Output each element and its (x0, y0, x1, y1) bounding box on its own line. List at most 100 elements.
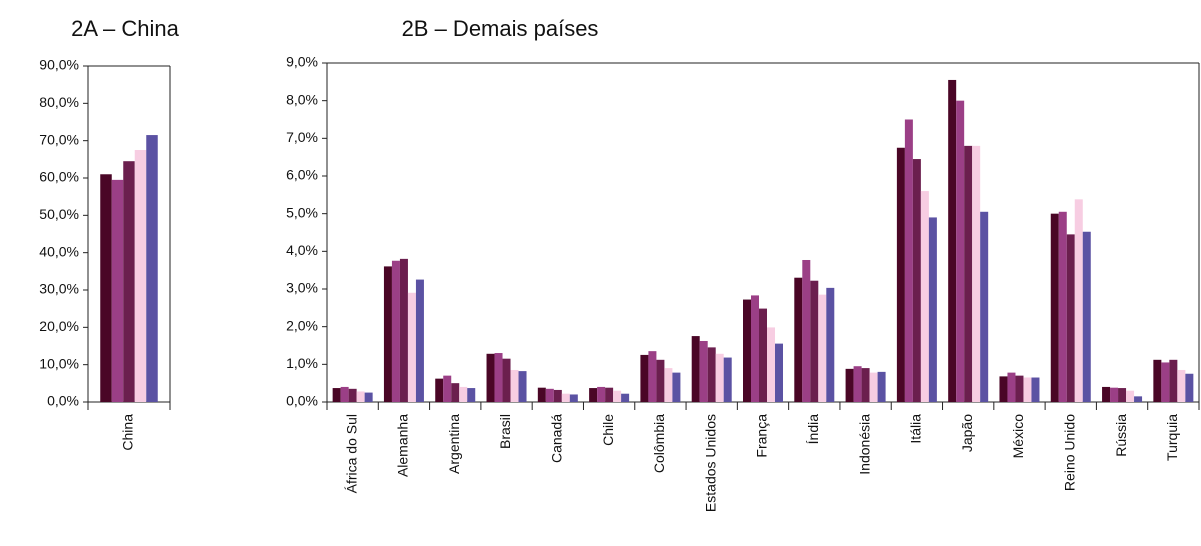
bar (332, 388, 341, 402)
bar (826, 287, 835, 402)
bar (545, 388, 554, 402)
bar (1110, 387, 1119, 402)
bar (794, 277, 803, 402)
bar (146, 135, 158, 403)
x-tick-label: Turquia (1164, 414, 1180, 461)
bar (877, 371, 886, 402)
y-tick-label: 7,0% (286, 129, 318, 145)
bar (1074, 199, 1083, 402)
y-tick-label: 3,0% (286, 280, 318, 296)
x-tick-label: Alemanha (395, 414, 411, 477)
bar (810, 280, 819, 402)
y-tick-label: 10,0% (39, 355, 79, 371)
bar (391, 260, 400, 402)
bar (980, 211, 989, 402)
bar (751, 295, 759, 402)
bar (1023, 377, 1032, 402)
bar (621, 393, 630, 402)
bar (912, 159, 921, 402)
x-tick-label: Chile (600, 414, 616, 446)
bar (1134, 396, 1143, 402)
x-tick-label: Argentina (446, 414, 462, 474)
bar (1177, 369, 1186, 402)
bar (1185, 373, 1194, 402)
bar (597, 386, 606, 402)
x-tick-label: Canadá (549, 414, 565, 463)
x-tick-label: França (754, 414, 770, 458)
bar (1118, 388, 1127, 402)
bar (364, 392, 373, 402)
bar (1015, 375, 1024, 402)
y-tick-label: 70,0% (39, 131, 79, 147)
bar (123, 161, 135, 402)
x-tick-label: África do Sul (343, 414, 359, 493)
bar (972, 145, 981, 402)
bar (861, 368, 870, 402)
bar (407, 292, 416, 402)
bar (486, 353, 495, 402)
y-tick-label: 50,0% (39, 206, 79, 222)
x-tick-label: China (120, 414, 136, 451)
bar (1169, 359, 1178, 402)
bar (964, 145, 973, 402)
bar (356, 391, 365, 402)
y-tick-label: 8,0% (286, 91, 318, 107)
bar (869, 372, 878, 402)
bar (767, 327, 775, 402)
bar (613, 390, 622, 402)
bar (1031, 377, 1040, 402)
bar (451, 383, 460, 402)
bar (1153, 359, 1162, 402)
chart-title: 2A – China (71, 16, 179, 41)
bar (605, 387, 614, 402)
x-tick-label: Índia (805, 414, 821, 445)
bar (537, 387, 546, 402)
y-tick-label: 1,0% (286, 355, 318, 371)
bar (1058, 211, 1067, 402)
y-tick-label: 6,0% (286, 167, 318, 183)
bar (415, 279, 424, 402)
y-tick-label: 0,0% (47, 393, 79, 409)
bar (664, 368, 673, 402)
y-tick-label: 0,0% (286, 393, 318, 409)
bar (699, 340, 708, 402)
bar (920, 191, 929, 402)
bar (383, 266, 392, 402)
bar (715, 353, 724, 402)
bar (134, 150, 147, 402)
y-tick-label: 30,0% (39, 281, 79, 297)
x-tick-label: México (1010, 414, 1026, 459)
y-tick-label: 20,0% (39, 318, 79, 334)
bar (589, 388, 598, 402)
y-tick-label: 4,0% (286, 242, 318, 258)
x-tick-label: Colômbia (651, 414, 667, 473)
bar (510, 369, 519, 402)
bar (640, 354, 649, 402)
x-tick-label: Itália (908, 414, 924, 444)
bar (928, 217, 937, 402)
bar (340, 386, 349, 402)
bar (691, 336, 700, 402)
x-tick-label: Brasil (497, 414, 513, 449)
y-tick-label: 9,0% (286, 54, 318, 70)
y-tick-label: 60,0% (39, 169, 79, 185)
bar (459, 386, 468, 402)
chart-title: 2B – Demais países (402, 16, 599, 41)
bar (1102, 386, 1111, 402)
bar (435, 378, 444, 402)
bar (743, 299, 751, 402)
bar (443, 375, 452, 402)
bar (775, 343, 783, 402)
bar (845, 368, 854, 402)
bar (1050, 213, 1059, 402)
bar (802, 259, 811, 402)
bar (723, 357, 732, 402)
bar (672, 372, 681, 402)
bar (648, 351, 657, 402)
bar (399, 258, 408, 402)
bar (1126, 390, 1135, 402)
bar (553, 389, 562, 402)
bar (956, 100, 965, 403)
bar (904, 119, 913, 402)
